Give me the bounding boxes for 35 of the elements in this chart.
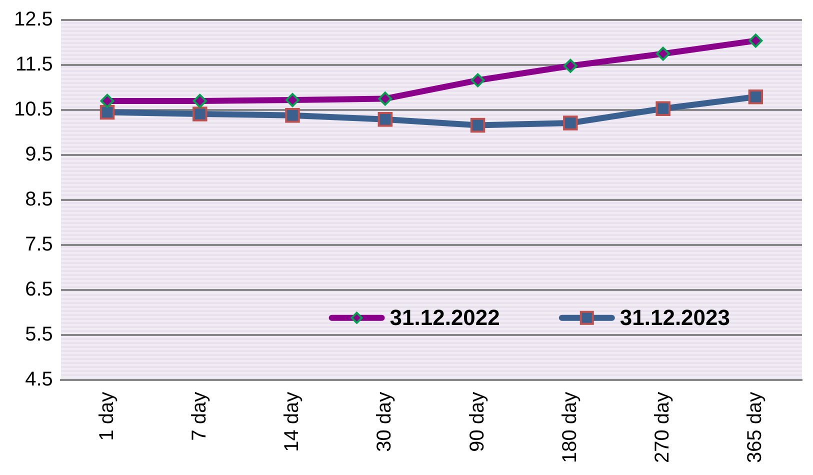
point	[748, 34, 763, 48]
point	[100, 104, 115, 120]
y-tick-label: 10.5	[14, 98, 53, 120]
point	[286, 93, 300, 108]
y-tick-label: 4.5	[25, 368, 53, 390]
y-tick-label: 8.5	[25, 188, 53, 210]
y-tick-label: 7.5	[25, 233, 53, 256]
point	[100, 94, 114, 108]
point	[192, 106, 208, 122]
x-tick-label: 90 day	[466, 392, 488, 452]
point	[470, 73, 485, 88]
point	[563, 116, 578, 130]
x-tick-label: 365 day	[744, 392, 766, 463]
x-tick-label: 270 day	[652, 392, 674, 463]
point	[470, 118, 486, 133]
x-tick-label: 7 day	[188, 392, 210, 441]
legend-label: 31.12.2023	[620, 304, 730, 330]
y-tick-label: 9.5	[25, 143, 53, 166]
y-tick-label: 12.5	[14, 8, 53, 31]
point	[748, 90, 764, 104]
point	[656, 46, 670, 61]
legend-label: 31.12.2022	[390, 304, 500, 330]
x-tick-label: 14 day	[281, 392, 304, 452]
y-tick-label: 11.5	[15, 53, 53, 76]
x-tick-label: 180 day	[558, 392, 581, 463]
y-tick-label: 5.5	[25, 323, 53, 346]
point	[285, 108, 300, 123]
x-tick-label: 30 day	[374, 392, 396, 452]
point	[378, 92, 392, 106]
point	[378, 112, 393, 127]
point	[192, 94, 207, 108]
x-tick-label: 1 day	[96, 392, 118, 441]
point	[656, 101, 670, 116]
y-tick-label: 6.5	[25, 278, 53, 300]
point	[563, 58, 578, 73]
